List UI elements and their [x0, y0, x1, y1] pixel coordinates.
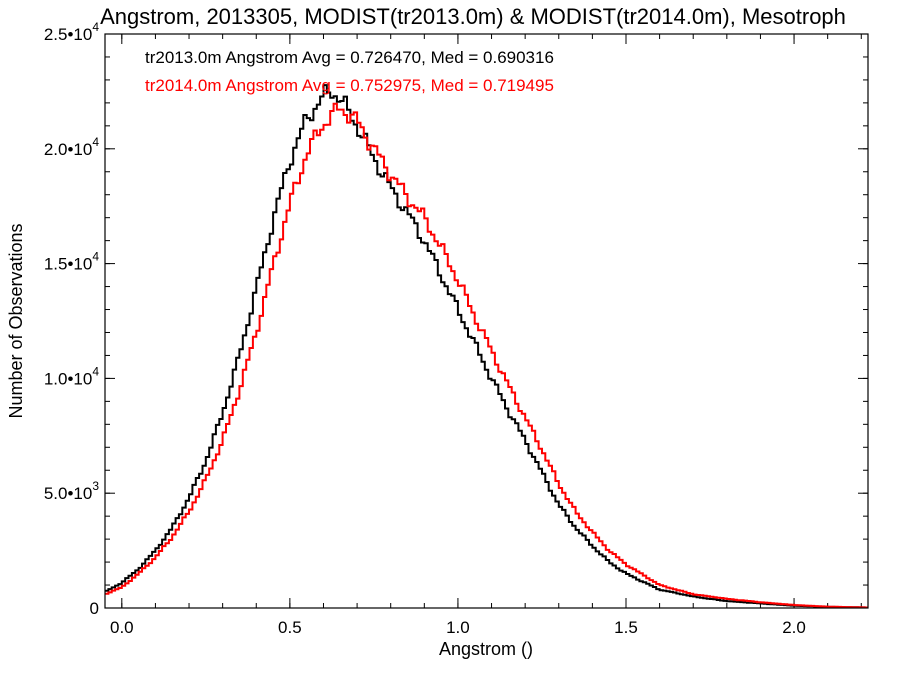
plot-frame [104, 33, 869, 609]
legend-entry-tr2013: tr2013.0m Angstrom Avg = 0.726470, Med =… [145, 48, 554, 67]
chart-title: Angstrom, 2013305, MODIST(tr2013.0m) & M… [100, 4, 846, 29]
series-line-tr2013-0m [105, 84, 868, 609]
y-axis-label: Number of Observations [6, 223, 26, 418]
series-layer [105, 84, 868, 609]
y-tick-label: 2.5•104 [44, 20, 100, 44]
x-tick-label: 1.5 [614, 618, 638, 637]
x-tick-label: 2.0 [782, 618, 806, 637]
x-axis-label: Angstrom () [439, 639, 533, 659]
y-tick-label: 1.0•104 [44, 364, 100, 388]
series-line-tr2014-0m [105, 102, 868, 609]
x-tick-label: 0.5 [278, 618, 302, 637]
legend-entry-tr2014: tr2014.0m Angstrom Avg = 0.752975, Med =… [145, 76, 554, 95]
y-tick-label: 5.0•103 [44, 479, 100, 503]
y-tick-label: 2.0•104 [44, 135, 100, 159]
y-tick-label: 0 [90, 599, 99, 618]
x-tick-label: 1.0 [446, 618, 470, 637]
y-tick-label: 1.5•104 [44, 250, 100, 274]
x-tick-label: 0.0 [110, 618, 134, 637]
